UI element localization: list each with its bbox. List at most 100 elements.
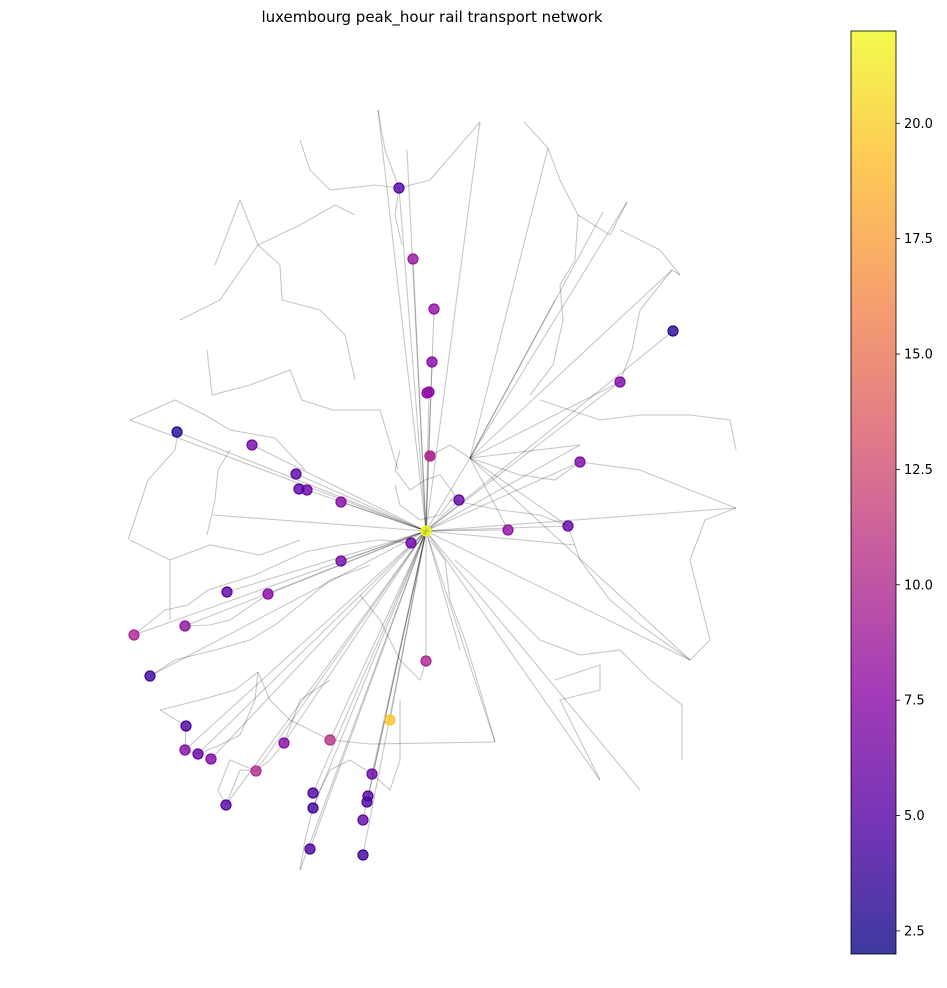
- station-point: [366, 768, 378, 780]
- rail-line: [454, 559, 683, 760]
- rail-line: [133, 539, 412, 636]
- station-point: [262, 588, 274, 600]
- station-point: [357, 814, 369, 826]
- rail-line: [429, 444, 581, 481]
- rail-line: [425, 308, 435, 532]
- rail-line: [371, 530, 427, 775]
- station-point: [335, 555, 347, 567]
- rail-line: [362, 530, 427, 856]
- rail-line: [425, 457, 471, 532]
- rail-line: [425, 507, 737, 532]
- station-point: [614, 376, 626, 388]
- rail-line: [554, 664, 601, 781]
- station-point: [250, 765, 262, 777]
- colorbar-gradient: [851, 31, 896, 954]
- rail-line: [340, 501, 427, 532]
- rail-line: [129, 419, 427, 532]
- rail-line: [176, 431, 427, 532]
- rail-line: [309, 530, 427, 850]
- rail-line: [127, 431, 179, 620]
- rail-line: [469, 444, 581, 459]
- rail-line: [523, 121, 579, 396]
- rail-line: [425, 444, 581, 532]
- rail-line: [469, 457, 509, 531]
- station-point: [426, 356, 438, 368]
- rail-line: [366, 530, 427, 803]
- rail-line: [425, 391, 430, 532]
- rail-line: [299, 530, 427, 871]
- station-point: [407, 253, 419, 265]
- colorbar-tick-label: 20.0: [904, 117, 933, 132]
- rail-line: [225, 530, 427, 806]
- station-point: [405, 537, 417, 549]
- rail-line: [159, 671, 259, 755]
- station-point: [453, 494, 465, 506]
- colorbar-tick-label: 12.5: [904, 463, 933, 478]
- rail-line: [197, 530, 427, 755]
- rail-line: [214, 198, 356, 266]
- rail-line: [377, 109, 403, 246]
- rail-line: [469, 201, 628, 459]
- rail-line: [449, 499, 569, 527]
- colorbar-tick-label: 2.5: [904, 924, 925, 939]
- rail-line: [283, 530, 427, 744]
- rail-line: [425, 525, 569, 532]
- station-point: [357, 849, 369, 861]
- station-point: [420, 655, 432, 667]
- rail-line: [577, 201, 681, 276]
- rail-line: [429, 539, 496, 743]
- rail-line: [406, 149, 427, 532]
- rail-line: [149, 530, 427, 677]
- station-point: [393, 182, 405, 194]
- rail-line: [206, 349, 399, 471]
- rail-line: [149, 564, 371, 677]
- rail-line: [312, 530, 427, 809]
- rail-line: [377, 109, 427, 532]
- chart-title: luxembourg peak_hour rail transport netw…: [261, 8, 602, 27]
- rail-line: [299, 121, 481, 191]
- station-point: [144, 670, 156, 682]
- station-point: [179, 744, 191, 756]
- rail-line: [579, 461, 737, 509]
- station-point: [180, 720, 192, 732]
- station-point: [502, 524, 514, 536]
- station-point: [293, 483, 305, 495]
- rail-line: [159, 671, 496, 745]
- rail-line: [469, 381, 621, 459]
- rail-line: [226, 530, 427, 593]
- station-point: [220, 799, 232, 811]
- station-point: [171, 426, 183, 438]
- colorbar: 2.5 5.0 7.5 10.0 12.5 15.0 17.5 20.0: [850, 30, 933, 955]
- rail-line: [469, 147, 549, 459]
- colorbar-tick-label: 7.5: [904, 694, 925, 709]
- rail-line: [255, 530, 427, 772]
- station-point: [278, 737, 290, 749]
- rail-line: [425, 530, 496, 743]
- rail-line: [225, 679, 331, 806]
- rail-line: [389, 530, 427, 721]
- station-point: [307, 787, 319, 799]
- station-point: [324, 734, 336, 746]
- rail-line: [398, 187, 427, 532]
- rail-line: [567, 507, 737, 661]
- rail-stations: [128, 182, 679, 861]
- rail-line: [184, 530, 427, 627]
- rail-network-edges: [127, 109, 737, 871]
- colorbar-tick-label: 10.0: [904, 578, 933, 593]
- rail-line: [210, 530, 427, 760]
- rail-line: [425, 330, 674, 532]
- rail-line: [295, 473, 427, 532]
- rail-line: [539, 399, 737, 451]
- rail-line: [169, 449, 301, 561]
- rail-line: [425, 530, 691, 661]
- station-point: [179, 620, 191, 632]
- rail-line: [212, 514, 427, 532]
- rail-line: [340, 530, 427, 562]
- rail-line: [251, 444, 427, 532]
- colorbar-tick-label: 5.0: [904, 809, 925, 824]
- colorbar-tick-label: 17.5: [904, 232, 933, 247]
- station-point: [335, 496, 347, 508]
- rail-line: [469, 457, 569, 527]
- rail-line: [469, 457, 691, 661]
- station-point: [307, 802, 319, 814]
